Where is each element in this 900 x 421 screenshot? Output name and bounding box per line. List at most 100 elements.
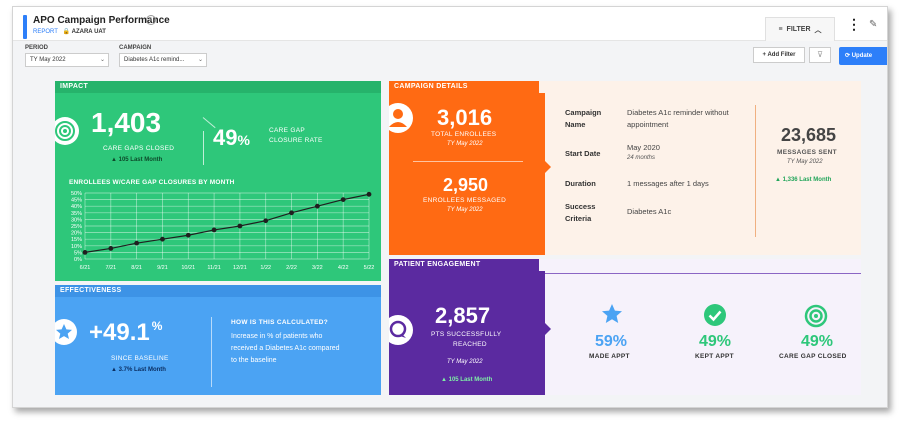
success-criteria-value: Diabetes A1c <box>627 207 672 216</box>
x-tick-label: 7/21 <box>105 265 116 271</box>
report-type-label: REPORT <box>33 29 58 35</box>
effectiveness-delta: ▲ 3.7% Last Month <box>111 367 166 373</box>
data-point <box>160 236 165 242</box>
x-tick-label: 10/21 <box>181 265 195 271</box>
add-filter-button[interactable]: + Add Filter <box>753 47 805 63</box>
filter-toggle[interactable]: ≡ FILTER ︿ <box>765 17 835 41</box>
total-enrollees-value: 3,016 <box>437 105 493 130</box>
page-title: APO Campaign Performance <box>33 15 170 26</box>
effectiveness-number: +49.1 <box>89 319 150 346</box>
refresh-icon: ⟳ <box>845 53 852 59</box>
start-date-value: May 2020 <box>627 143 660 152</box>
total-enrollees-period: TY May 2022 <box>447 141 483 147</box>
period-select[interactable]: TY May 2022 ⌄ <box>25 53 109 67</box>
star-badge-icon <box>55 319 77 345</box>
y-tick-label: 50% <box>71 191 82 197</box>
start-date-sub: 24 months <box>627 155 656 161</box>
divider <box>203 131 204 165</box>
messages-sent-value: 23,685 <box>781 125 837 145</box>
campaign-details-header: CAMPAIGN DETAILS <box>389 81 539 93</box>
period-label: PERIOD <box>25 45 49 51</box>
data-point <box>314 203 320 209</box>
data-point <box>185 232 191 238</box>
pin-icon[interactable]: ✎ <box>869 19 878 30</box>
filter-label: FILTER <box>786 26 811 33</box>
chevron-down-icon: ⌄ <box>197 57 203 63</box>
star-icon <box>601 303 623 330</box>
target-icon <box>55 117 79 145</box>
x-tick-label: 4/22 <box>338 265 349 271</box>
data-point <box>263 218 269 224</box>
campaign-orange-block <box>389 93 545 255</box>
patient-engagement-header: PATIENT ENGAGEMENT <box>389 259 539 271</box>
data-point <box>82 250 88 255</box>
effectiveness-header: EFFECTIVENESS <box>55 285 381 297</box>
made-appt-pct: 59% <box>595 333 628 350</box>
how-calculated-line-3: to the baseline <box>231 357 277 364</box>
effectiveness-panel: EFFECTIVENESS +49.1% SINCE BASELINE ▲ 3.… <box>55 285 381 395</box>
campaign-name-value-2: appointment <box>627 120 669 129</box>
data-point <box>134 240 140 246</box>
campaign-name-value: Diabetes A1c reminder without appointment <box>627 107 729 131</box>
x-tick-label: 1/22 <box>260 265 271 271</box>
how-calculated-line-2: received a Diabetes A1c compared <box>231 345 340 352</box>
top-bar: APO Campaign Performance i REPORT 🔒 AZAR… <box>13 7 887 41</box>
more-options-icon[interactable]: ⋮ <box>847 16 861 32</box>
since-baseline-label: SINCE BASELINE <box>111 355 169 362</box>
period-value: TY May 2022 <box>30 57 66 63</box>
impact-panel: IMPACT 1,403 CARE GAPS CLOSED ▲ 105 Last… <box>55 81 381 281</box>
enrollees-messaged-period: TY May 2022 <box>447 207 483 213</box>
divider <box>755 105 756 237</box>
series-line <box>84 193 370 253</box>
success-criteria-label-1: Success <box>565 202 596 211</box>
y-tick-label: 25% <box>71 224 82 230</box>
enrollees-messaged-value: 2,950 <box>443 175 489 195</box>
funnel-icon[interactable]: ⊽ <box>809 47 831 63</box>
x-tick-label: 5/22 <box>364 265 375 271</box>
chevron-up-icon: ︿ <box>814 26 822 34</box>
effectiveness-unit: % <box>151 319 163 333</box>
report-subtitle: REPORT 🔒 AZARA UAT <box>33 28 106 35</box>
line-chart: 0%5%10%15%20%25%30%35%40%45%50% 6/21 7/21 8… <box>71 191 375 271</box>
care-gaps-delta: ▲ 105 Last Month <box>111 157 163 163</box>
campaign-details-panel: CAMPAIGN DETAILS 3,016 TOTAL ENROLLEES T… <box>389 81 861 255</box>
person-icon <box>389 103 413 133</box>
duration-value: 1 messages after 1 days <box>627 179 709 188</box>
closure-rate-number: 49 <box>213 125 238 150</box>
pts-reached-label-1: PTS SUCCESSFULLY <box>431 331 502 338</box>
care-gap-closed-pct: 49% <box>801 333 834 350</box>
y-tick-label: 10% <box>71 244 82 250</box>
how-calculated-title: HOW IS THIS CALCULATED? <box>231 319 329 326</box>
lock-icon: 🔒 <box>62 29 70 35</box>
chevron-down-icon: ⌄ <box>99 57 105 63</box>
care-gaps-closed-value: 1,403 <box>91 107 162 138</box>
chart-title: ENROLLEES W/CARE GAP CLOSURES BY MONTH <box>69 179 235 186</box>
y-tick-label: 30% <box>71 217 82 223</box>
closure-rate-unit: % <box>237 132 250 148</box>
filter-lines-icon: ≡ <box>778 26 783 33</box>
y-tick-label: 45% <box>71 198 82 204</box>
x-tick-label: 11/21 <box>207 265 220 271</box>
kept-appt-pct: 49% <box>699 333 732 350</box>
closure-rate-value: 49% <box>213 125 250 151</box>
messages-sent-label: MESSAGES SENT <box>777 149 837 156</box>
impact-header: IMPACT <box>55 81 381 93</box>
divider <box>545 273 861 274</box>
pts-reached-label-2: REACHED <box>453 341 487 348</box>
update-button[interactable]: ⟳ Update <box>839 47 887 65</box>
campaign-select[interactable]: Diabetes A1c remind... ⌄ <box>119 53 207 67</box>
chat-bubble-icon <box>389 315 413 345</box>
duration-label: Duration <box>565 179 596 188</box>
campaign-name-label: Campaign Name <box>565 107 601 131</box>
org-label: AZARA UAT <box>71 29 106 35</box>
info-icon[interactable]: i <box>146 15 156 25</box>
x-tick-label: 2/22 <box>286 265 297 271</box>
success-criteria-label-2: Criteria <box>565 214 592 223</box>
pts-reached-delta: ▲ 105 Last Month <box>441 377 493 383</box>
pointer-arrow <box>545 323 551 335</box>
app-window: APO Campaign Performance i REPORT 🔒 AZAR… <box>12 6 888 408</box>
campaign-value: Diabetes A1c remind... <box>124 57 185 63</box>
effectiveness-value: +49.1% <box>89 319 162 347</box>
y-tick-label: 40% <box>71 204 82 210</box>
data-point <box>289 210 294 216</box>
